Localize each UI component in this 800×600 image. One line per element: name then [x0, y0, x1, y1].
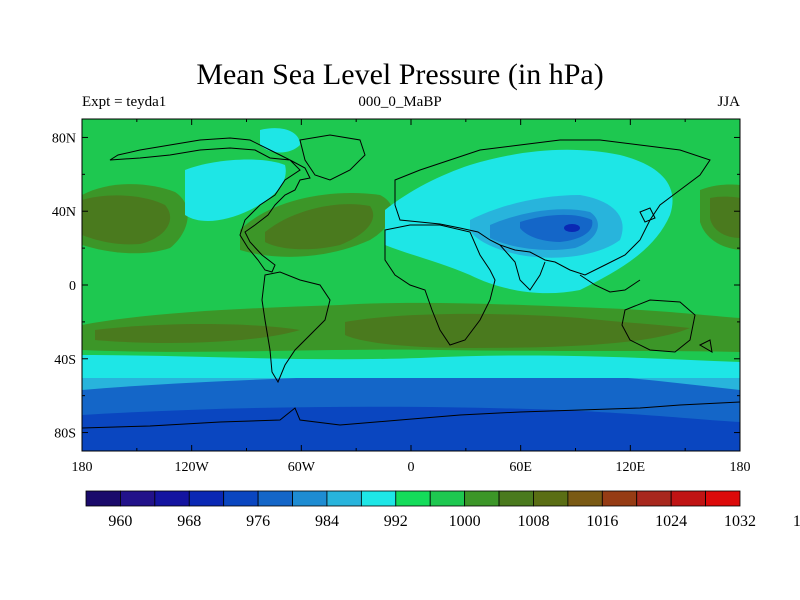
colorbar-swatch [670, 490, 706, 507]
colorbar-swatch [188, 490, 225, 507]
colorbar-label: 976 [246, 513, 270, 530]
colorbar-swatch [429, 490, 466, 507]
colorbar-label: 1016 [586, 513, 618, 530]
southern-aqua-band [82, 355, 740, 378]
colorbar-swatch [567, 490, 603, 507]
x-tick-label: 120E [616, 460, 646, 475]
colorbar-label: 1000 [449, 513, 481, 530]
coastlines [82, 134, 740, 429]
pacific-high-inner-west [82, 195, 171, 245]
x-axis: 180 120W 60W 0 60E 120E 180 [72, 119, 751, 475]
x-tick-label: 60W [288, 460, 316, 475]
southern-ridge-pacific [95, 324, 300, 343]
colorbar-swatch [601, 490, 638, 507]
colorbar-label: 1008 [517, 513, 549, 530]
north-america-low [185, 159, 286, 222]
page-title: Mean Sea Level Pressure (in hPa) [196, 58, 604, 91]
asian-low-center [564, 224, 580, 232]
colorbar-swatch [395, 490, 431, 507]
x-tick-label: 0 [408, 460, 415, 475]
colorbar-label: 1024 [655, 513, 687, 530]
colorbar-swatch [636, 490, 672, 507]
map-fields [82, 119, 740, 451]
asian-low-core [520, 214, 593, 242]
southern-darkblue-band [82, 406, 740, 451]
colorbar-swatch [326, 490, 362, 507]
colorbar-swatch [223, 490, 259, 507]
colorbar-swatch [120, 490, 156, 507]
x-tick-label: 60E [509, 460, 532, 475]
x-tick-label: 180 [72, 460, 93, 475]
x-tick-label: 180 [730, 460, 751, 475]
y-tick-label: 40N [52, 205, 76, 220]
y-tick-label: 40S [54, 353, 76, 368]
colorbar-swatch [85, 490, 121, 507]
colorbar-label: 960 [108, 513, 132, 530]
y-axis: 80N 40N 0 40S 80S [52, 131, 740, 442]
y-tick-label: 80S [54, 427, 76, 442]
colorbar-swatch [533, 490, 569, 507]
colorbar-label: 992 [384, 513, 408, 530]
atlantic-high-inner [265, 204, 374, 250]
colorbar-label: 984 [315, 513, 339, 530]
pacific-high-inner-east [710, 196, 740, 238]
arctic-low [260, 128, 300, 153]
colorbar-swatch [464, 490, 500, 507]
colorbar-swatch [360, 490, 397, 507]
southern-ridge-atlantic-indian [345, 313, 690, 348]
colorbar-swatch [705, 490, 741, 507]
colorbar-label: 1032 [724, 513, 756, 530]
colorbar-swatch [257, 490, 293, 507]
colorbar-label: 1040 [793, 513, 800, 530]
colorbar-label: 968 [177, 513, 201, 530]
y-tick-label: 80N [52, 131, 76, 146]
experiment-label: Expt = teyda1 [82, 94, 167, 110]
time-label: 000_0_MaBP [358, 94, 442, 110]
colorbar-swatch [154, 490, 190, 507]
colorbar-swatch [292, 490, 328, 507]
colorbar-swatch [498, 490, 534, 507]
colorbar: 960 968 976 984 992 1000 1008 1016 1024 1032 1040 [85, 490, 800, 530]
x-tick-label: 120W [175, 460, 210, 475]
season-label: JJA [717, 94, 740, 110]
y-tick-label: 0 [69, 279, 76, 294]
